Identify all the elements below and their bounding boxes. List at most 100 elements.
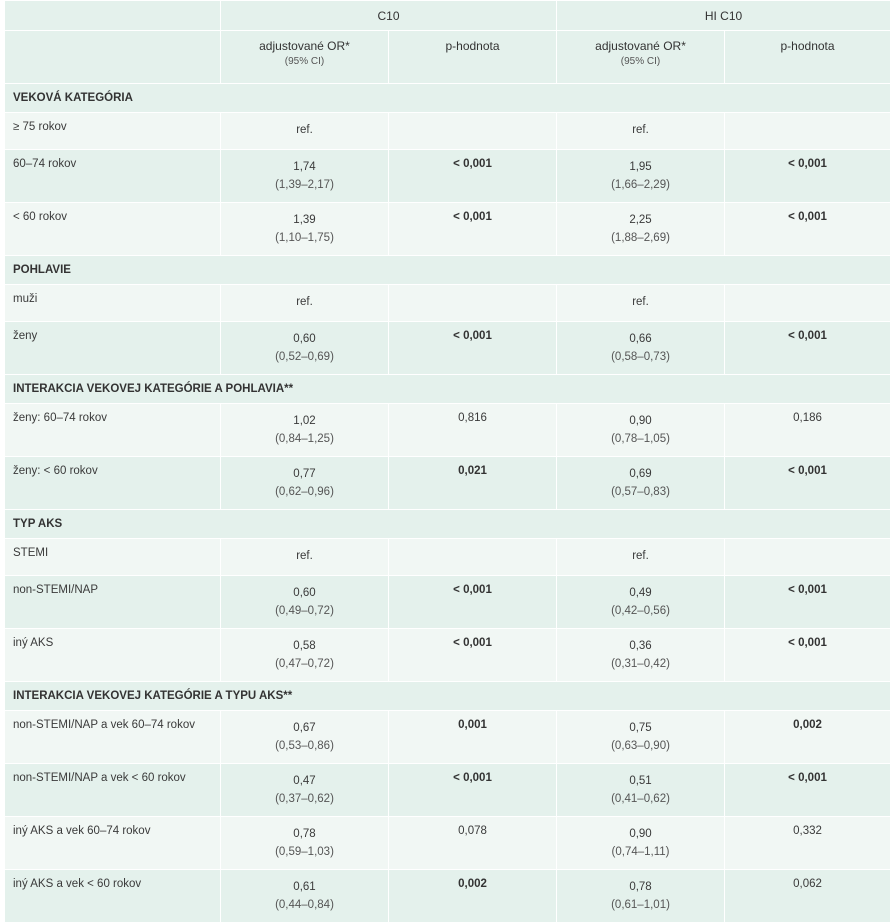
table-row: iný AKS a vek 60–74 rokov 0,78 (0,59–1,03)… bbox=[4, 816, 892, 870]
or-cell-hi-c10: 0,75 (0,63–0,90) bbox=[556, 710, 726, 764]
row-label: ženy bbox=[4, 321, 221, 375]
p-value-hi-c10: < 0,001 bbox=[724, 628, 892, 682]
ci-value: (1,39–2,17) bbox=[275, 179, 334, 191]
section-label: POHLAVIE bbox=[3, 255, 892, 285]
or-cell-c10: 0,60 (0,49–0,72) bbox=[220, 575, 389, 629]
section-row: POHLAVIE bbox=[3, 255, 892, 285]
or-cell-c10: 0,61 (0,44–0,84) bbox=[220, 869, 389, 923]
row-label: < 60 rokov bbox=[4, 202, 221, 256]
header-or-c10: adjustované OR* (95% CI) bbox=[220, 30, 389, 84]
or-value: 1,95 bbox=[629, 161, 652, 173]
or-value: ref. bbox=[632, 296, 649, 308]
table-row: non-STEMI/NAP a vek < 60 rokov 0,47 (0,37–… bbox=[4, 763, 892, 817]
row-label: iný AKS bbox=[4, 628, 221, 682]
p-value-c10: < 0,001 bbox=[387, 628, 558, 682]
ci-value: (0,47–0,72) bbox=[275, 658, 334, 670]
table-row: 60–74 rokov 1,74 (1,39–2,17) < 0,001 1,95 (1,… bbox=[4, 149, 892, 203]
results-table: C10 HI C10 adjustované OR* (95% CI) p-hod… bbox=[3, 0, 892, 923]
p-value-c10: 0,078 bbox=[387, 816, 558, 870]
ci-value: (0,52–0,69) bbox=[275, 351, 334, 363]
ci-value: (0,63–0,90) bbox=[611, 740, 670, 752]
or-cell-c10: 0,60 (0,52–0,69) bbox=[220, 321, 389, 375]
table-row: STEMI ref. ref. bbox=[4, 538, 892, 576]
row-label: ≥ 75 rokov bbox=[4, 112, 221, 150]
or-value: 0,90 bbox=[629, 415, 652, 427]
header-group-hi-c10: HI C10 bbox=[556, 0, 892, 31]
ci-value: (0,78–1,05) bbox=[611, 433, 670, 445]
table-row: non-STEMI/NAP a vek 60–74 rokov 0,67 (0,53… bbox=[4, 710, 892, 764]
or-cell-c10: ref. bbox=[220, 112, 389, 150]
or-label: adjustované OR* bbox=[259, 39, 350, 53]
p-value-c10 bbox=[387, 284, 558, 322]
p-value-c10: < 0,001 bbox=[387, 149, 558, 203]
or-value: 0,49 bbox=[629, 587, 652, 599]
or-value: 0,60 bbox=[293, 333, 316, 345]
p-value-hi-c10: < 0,001 bbox=[724, 149, 892, 203]
ci-value: (0,62–0,96) bbox=[275, 486, 334, 498]
p-value-hi-c10: 0,062 bbox=[724, 869, 892, 923]
or-value: 0,69 bbox=[629, 468, 652, 480]
or-value: 0,51 bbox=[629, 775, 652, 787]
ci-value: (0,49–0,72) bbox=[275, 605, 334, 617]
or-cell-hi-c10: 0,78 (0,61–1,01) bbox=[556, 869, 726, 923]
p-value-hi-c10: < 0,001 bbox=[724, 763, 892, 817]
table-row: ženy 0,60 (0,52–0,69) < 0,001 0,66 (0,58–0,73… bbox=[4, 321, 892, 375]
or-value: ref. bbox=[296, 124, 313, 136]
ci-value: (0,84–1,25) bbox=[275, 433, 334, 445]
header-group-c10: C10 bbox=[219, 0, 558, 31]
row-label: non-STEMI/NAP a vek < 60 rokov bbox=[4, 763, 221, 817]
row-label: non-STEMI/NAP a vek 60–74 rokov bbox=[4, 710, 221, 764]
or-cell-hi-c10: ref. bbox=[556, 538, 726, 576]
p-value-hi-c10 bbox=[724, 112, 892, 150]
table-row: ženy: < 60 rokov 0,77 (0,62–0,96) 0,021 0,69… bbox=[4, 456, 892, 510]
ci-value: (1,88–2,69) bbox=[611, 232, 670, 244]
p-value-c10 bbox=[387, 112, 558, 150]
or-value: 0,67 bbox=[293, 722, 316, 734]
table-row: iný AKS a vek < 60 rokov 0,61 (0,44–0,84) 0… bbox=[4, 869, 892, 923]
p-value-c10: < 0,001 bbox=[387, 575, 558, 629]
or-cell-hi-c10: 2,25 (1,88–2,69) bbox=[556, 202, 726, 256]
or-value: 0,60 bbox=[293, 587, 316, 599]
ci-label: (95% CI) bbox=[284, 56, 325, 67]
or-value: ref. bbox=[296, 550, 313, 562]
p-value-c10: < 0,001 bbox=[387, 202, 558, 256]
or-cell-hi-c10: 0,69 (0,57–0,83) bbox=[556, 456, 726, 510]
or-label: adjustované OR* bbox=[595, 39, 686, 53]
ci-value: (1,10–1,75) bbox=[275, 232, 334, 244]
p-value-hi-c10 bbox=[724, 284, 892, 322]
table-row: non-STEMI/NAP 0,60 (0,49–0,72) < 0,001 0,49 (… bbox=[4, 575, 892, 629]
or-value: 0,78 bbox=[629, 881, 652, 893]
or-cell-hi-c10: ref. bbox=[556, 284, 726, 322]
or-cell-c10: 0,58 (0,47–0,72) bbox=[220, 628, 389, 682]
row-label: STEMI bbox=[4, 538, 221, 576]
header-p-c10: p-hodnota bbox=[387, 30, 558, 84]
p-value-hi-c10: < 0,001 bbox=[724, 321, 892, 375]
p-value-hi-c10: < 0,001 bbox=[724, 456, 892, 510]
row-label: iný AKS a vek 60–74 rokov bbox=[4, 816, 221, 870]
or-value: 0,78 bbox=[293, 828, 316, 840]
ci-value: (0,44–0,84) bbox=[275, 899, 334, 911]
table-container: C10 HI C10 adjustované OR* (95% CI) p-hod… bbox=[3, 0, 892, 923]
or-cell-hi-c10: ref. bbox=[556, 112, 726, 150]
ci-value: (0,42–0,56) bbox=[611, 605, 670, 617]
or-value: ref. bbox=[632, 550, 649, 562]
p-value-c10: 0,002 bbox=[387, 869, 558, 923]
p-value-c10: 0,816 bbox=[387, 403, 558, 457]
ci-label: (95% CI) bbox=[620, 56, 661, 67]
table-header: C10 HI C10 adjustované OR* (95% CI) p-hod… bbox=[4, 0, 892, 84]
or-cell-c10: 0,67 (0,53–0,86) bbox=[220, 710, 389, 764]
or-value: 0,58 bbox=[293, 640, 316, 652]
ci-value: (0,61–1,01) bbox=[611, 899, 670, 911]
or-cell-hi-c10: 0,51 (0,41–0,62) bbox=[556, 763, 726, 817]
header-or-hi-c10: adjustované OR* (95% CI) bbox=[556, 30, 726, 84]
or-cell-c10: 1,39 (1,10–1,75) bbox=[220, 202, 389, 256]
or-value: 0,75 bbox=[629, 722, 652, 734]
table-row: < 60 rokov 1,39 (1,10–1,75) < 0,001 2,25 (1,8… bbox=[4, 202, 892, 256]
or-value: 0,36 bbox=[629, 640, 652, 652]
ci-value: (0,74–1,11) bbox=[611, 846, 670, 858]
header-empty-cell bbox=[4, 0, 221, 31]
or-cell-hi-c10: 0,49 (0,42–0,56) bbox=[556, 575, 726, 629]
ci-value: (1,66–2,29) bbox=[611, 179, 670, 191]
section-label: INTERAKCIA VEKOVEJ KATEGÓRIE A POHLAVIA*… bbox=[3, 374, 892, 404]
p-value-hi-c10: 0,332 bbox=[724, 816, 892, 870]
